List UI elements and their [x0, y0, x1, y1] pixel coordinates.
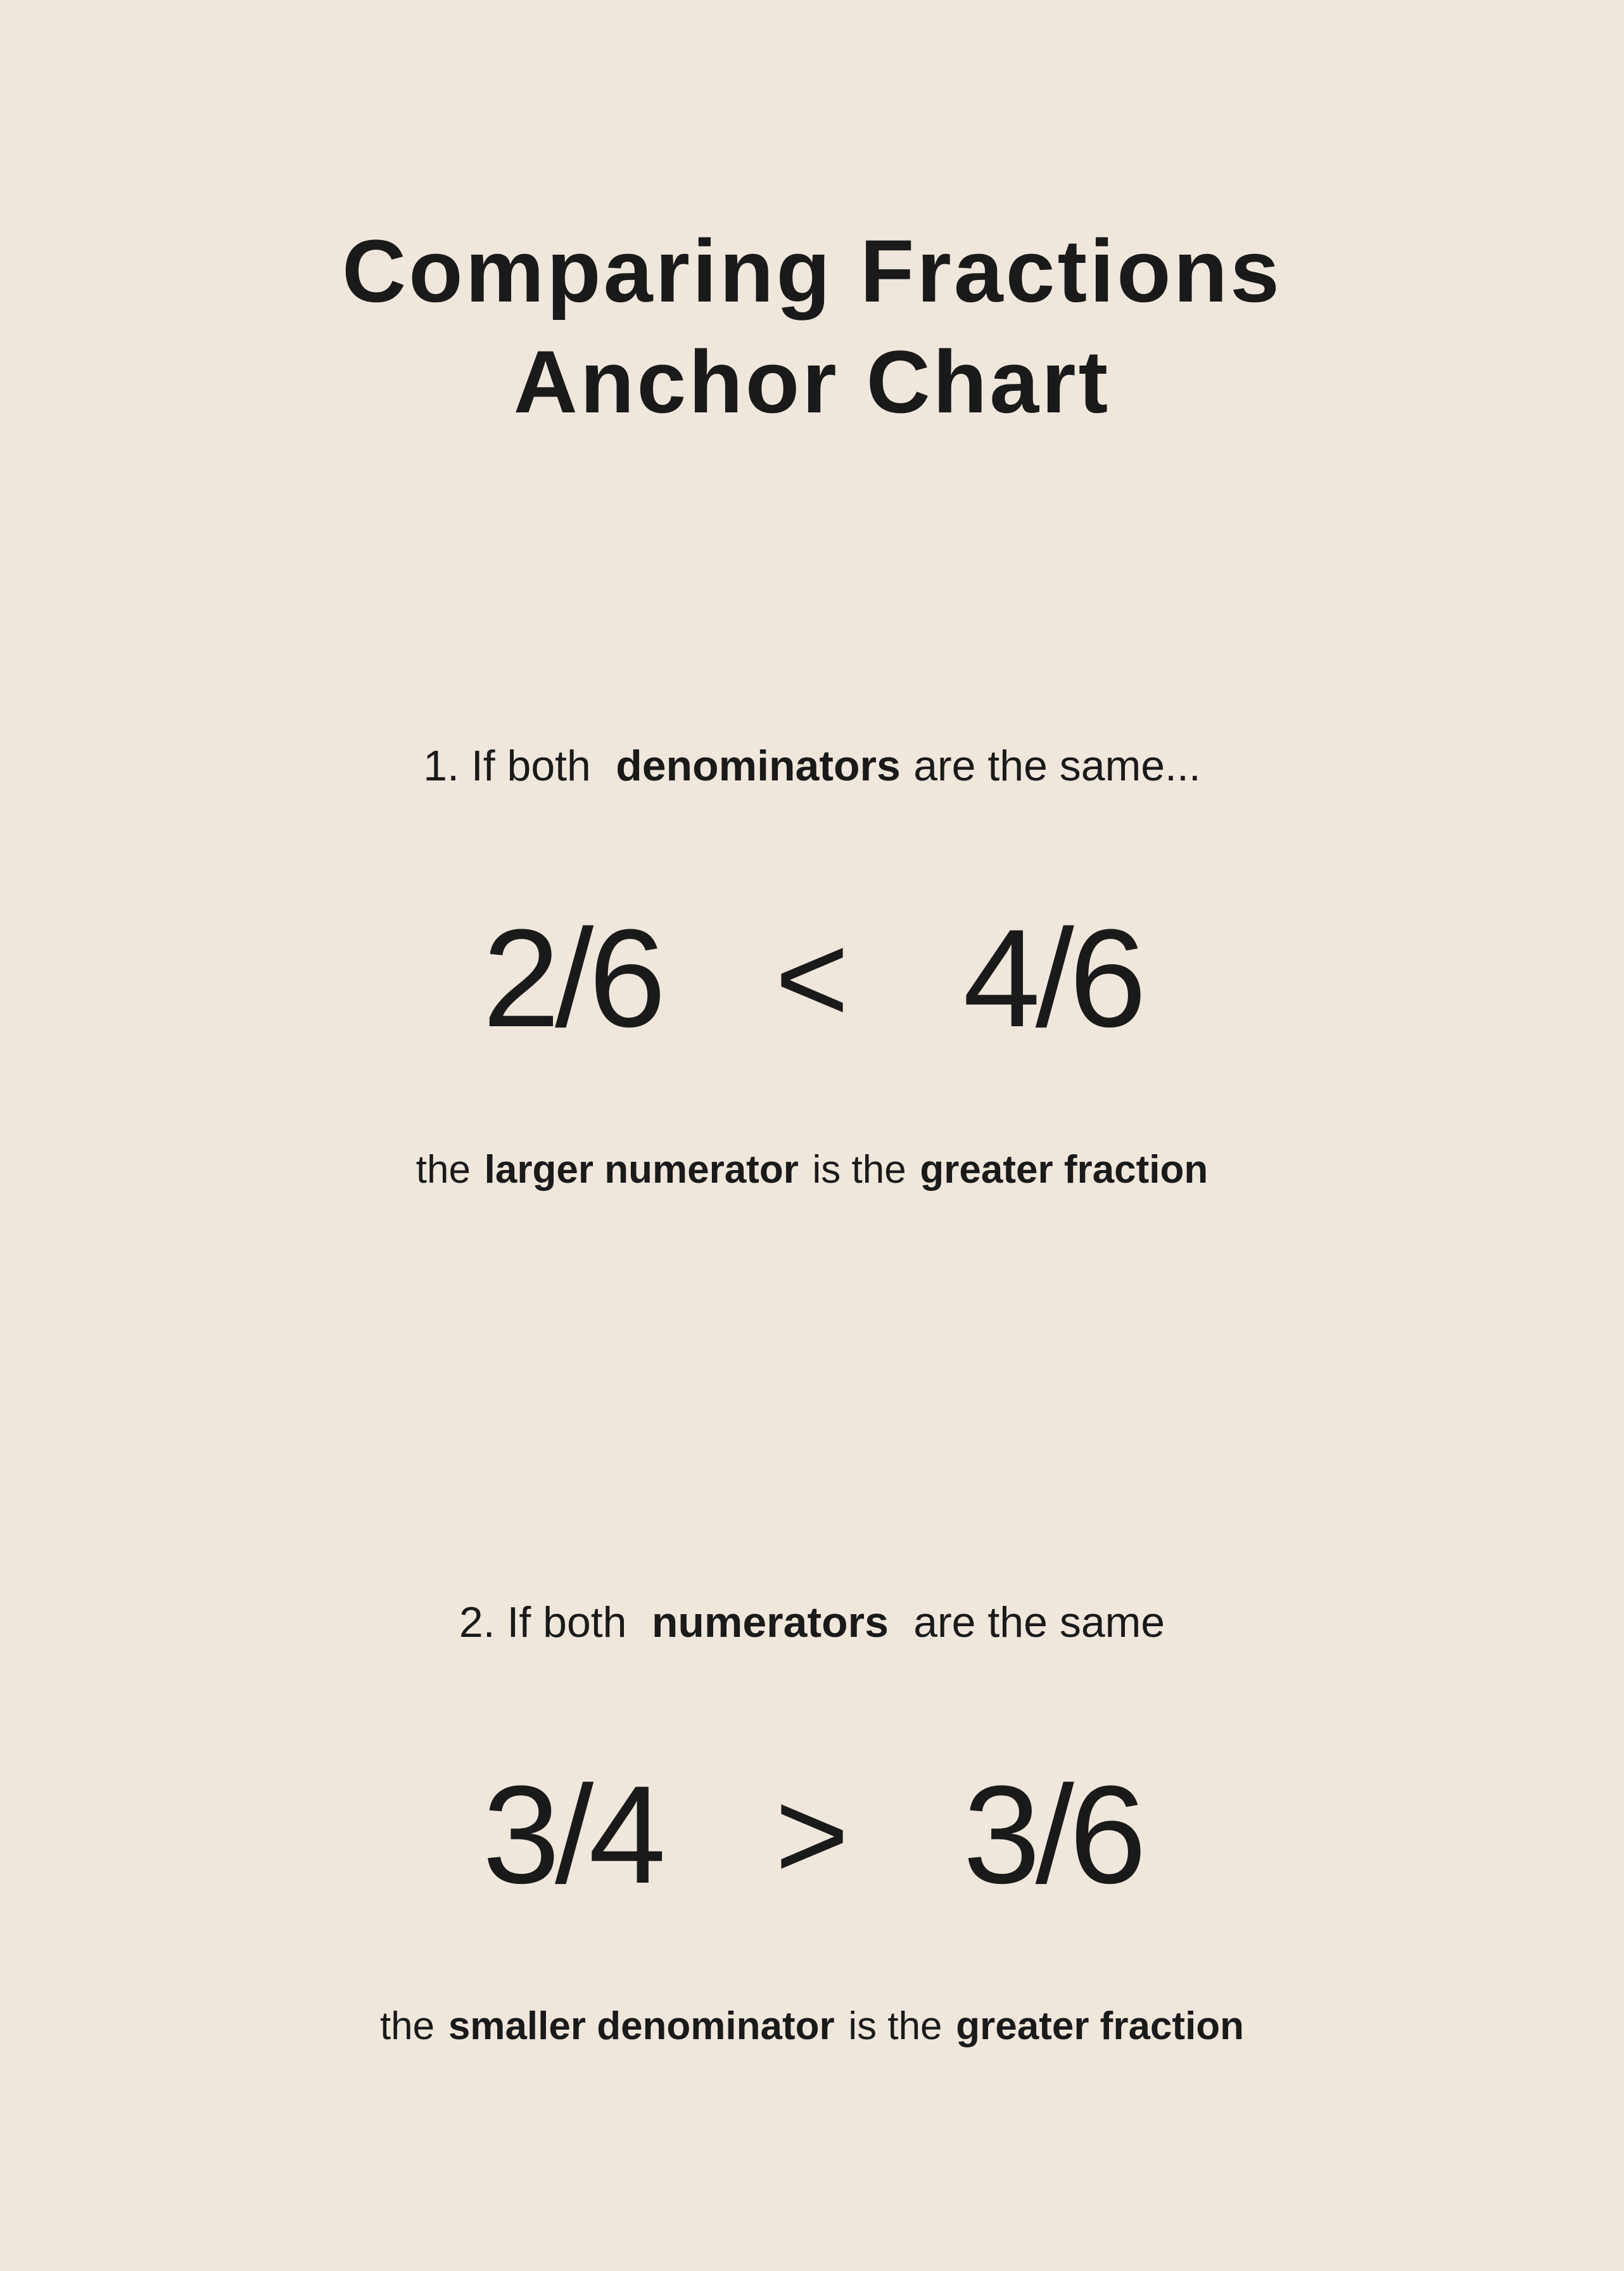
rule-2-comparison: 3/4 > 3/6: [483, 1755, 1141, 1915]
rule-1-intro-bold: denominators: [616, 742, 901, 790]
page-title: Comparing Fractions Anchor Chart: [342, 215, 1282, 437]
rule-2-conclusion-mid: is the: [848, 2004, 942, 2048]
rule-1-comparison: 2/6 < 4/6: [483, 898, 1141, 1059]
rule-2-conclusion-prefix: the: [380, 2004, 435, 2048]
rule-2-operator: >: [775, 1762, 849, 1908]
rule-1-intro-suffix: are the same...: [913, 742, 1201, 790]
rule-2-conclusion-bold-2: greater fraction: [956, 2004, 1244, 2048]
rule-2-intro-prefix: 2. If both: [459, 1598, 627, 1646]
rule-2-fraction-right: 3/6: [963, 1755, 1141, 1915]
rule-2-fraction-left: 3/4: [483, 1755, 661, 1915]
rule-1-fraction-right: 4/6: [963, 898, 1141, 1059]
rule-1-fraction-left: 2/6: [483, 898, 661, 1059]
title-line-1: Comparing Fractions: [342, 221, 1282, 321]
rule-2-conclusion: the smaller denominator is the greater frac…: [380, 2004, 1244, 2049]
rule-1-intro: 1. If both denominatorsare the same...: [423, 741, 1201, 791]
title-line-2: Anchor Chart: [514, 332, 1110, 431]
rule-1-conclusion-bold-2: greater fraction: [920, 1148, 1208, 1192]
rule-1-conclusion-prefix: the: [416, 1148, 471, 1192]
rule-1-conclusion-bold-1: larger numerator: [485, 1148, 799, 1192]
rule-2-intro: 2. If both numerators are the same: [459, 1598, 1165, 1647]
rule-1-conclusion-mid: is the: [813, 1148, 906, 1192]
rule-2-intro-suffix: are the same: [913, 1598, 1165, 1646]
rule-2-conclusion-bold-1: smaller denominator: [448, 2004, 835, 2048]
rule-1-conclusion: the larger numerator is the greater fractio…: [416, 1147, 1208, 1192]
rule-1-intro-prefix: 1. If both: [423, 742, 591, 790]
rule-2-intro-bold: numerators: [652, 1598, 889, 1646]
rule-1-operator: <: [775, 906, 849, 1052]
